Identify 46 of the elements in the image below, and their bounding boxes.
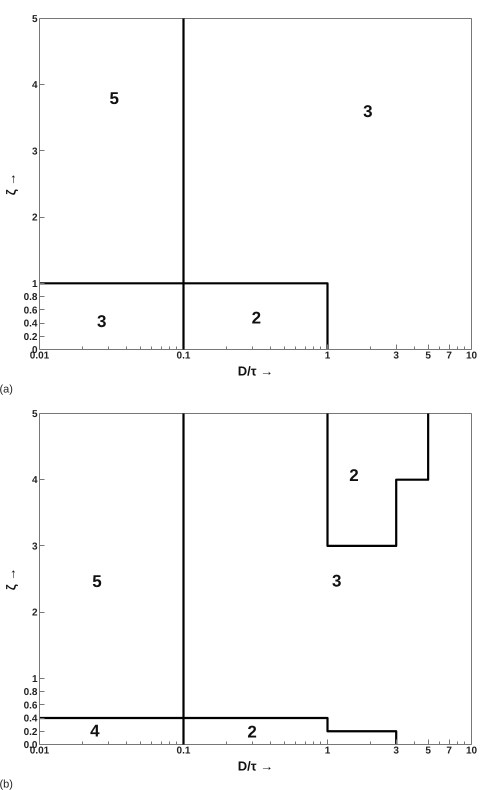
y-tick-label: 4 <box>32 80 38 92</box>
x-tick-label: 5 <box>425 350 432 362</box>
annotation: 2 <box>247 722 257 742</box>
x-tick-label: 7 <box>446 350 452 362</box>
y-tick-label: 0.6 <box>24 700 38 712</box>
y-tick-label: 0.2 <box>24 332 38 343</box>
y-tick-label: 0.6 <box>24 305 38 316</box>
y-tick-label: 5 <box>32 409 38 420</box>
x-axis-title: D/τ → <box>238 364 274 378</box>
x-tick-label: 7 <box>446 746 452 756</box>
x-tick-label: 1 <box>324 746 331 756</box>
annotation: 5 <box>110 88 119 108</box>
x-axis-title: D/τ → <box>238 758 274 774</box>
y-tick-label: 5 <box>32 14 38 25</box>
x-tick-label: 10 <box>466 350 478 362</box>
x-tick-label: 0.01 <box>30 350 50 362</box>
y-tick-label: 0.2 <box>24 726 38 738</box>
text: (b) <box>0 778 13 790</box>
annotation: 4 <box>90 722 100 741</box>
annotation: 3 <box>96 312 106 332</box>
y-tick-label: 0.4 <box>24 714 38 725</box>
y-tick-label: 4 <box>32 475 38 486</box>
y-tick-label: 3 <box>32 146 38 158</box>
annotation: 3 <box>363 102 373 122</box>
x-tick-label: 3 <box>393 350 400 362</box>
annotation: 2 <box>349 466 359 486</box>
annotation: 2 <box>252 308 262 328</box>
y-tick-label: 3 <box>32 541 38 552</box>
annotation: 5 <box>92 572 102 591</box>
y-tick-label: 0.8 <box>24 292 38 304</box>
text: (a) <box>0 384 13 396</box>
x-tick-label: 0.1 <box>176 746 191 756</box>
x-tick-label: 5 <box>425 746 432 756</box>
y-tick-label: 0.8 <box>24 687 38 698</box>
annotation: 3 <box>332 571 342 590</box>
y-tick-label: 2 <box>32 212 38 224</box>
x-tick-label: 10 <box>466 746 478 756</box>
y-tick-label: 2 <box>32 608 38 619</box>
y-tick-label: 0.4 <box>24 318 38 330</box>
x-tick-label: 3 <box>393 746 400 756</box>
y-axis-title: ζ → <box>4 172 19 196</box>
x-tick-label: 0.1 <box>176 350 191 362</box>
y-axis-title: ζ → <box>4 568 19 590</box>
x-tick-label: 1 <box>324 350 331 362</box>
y-tick-label: 1 <box>32 674 38 685</box>
y-tick-label: 1 <box>32 278 38 290</box>
